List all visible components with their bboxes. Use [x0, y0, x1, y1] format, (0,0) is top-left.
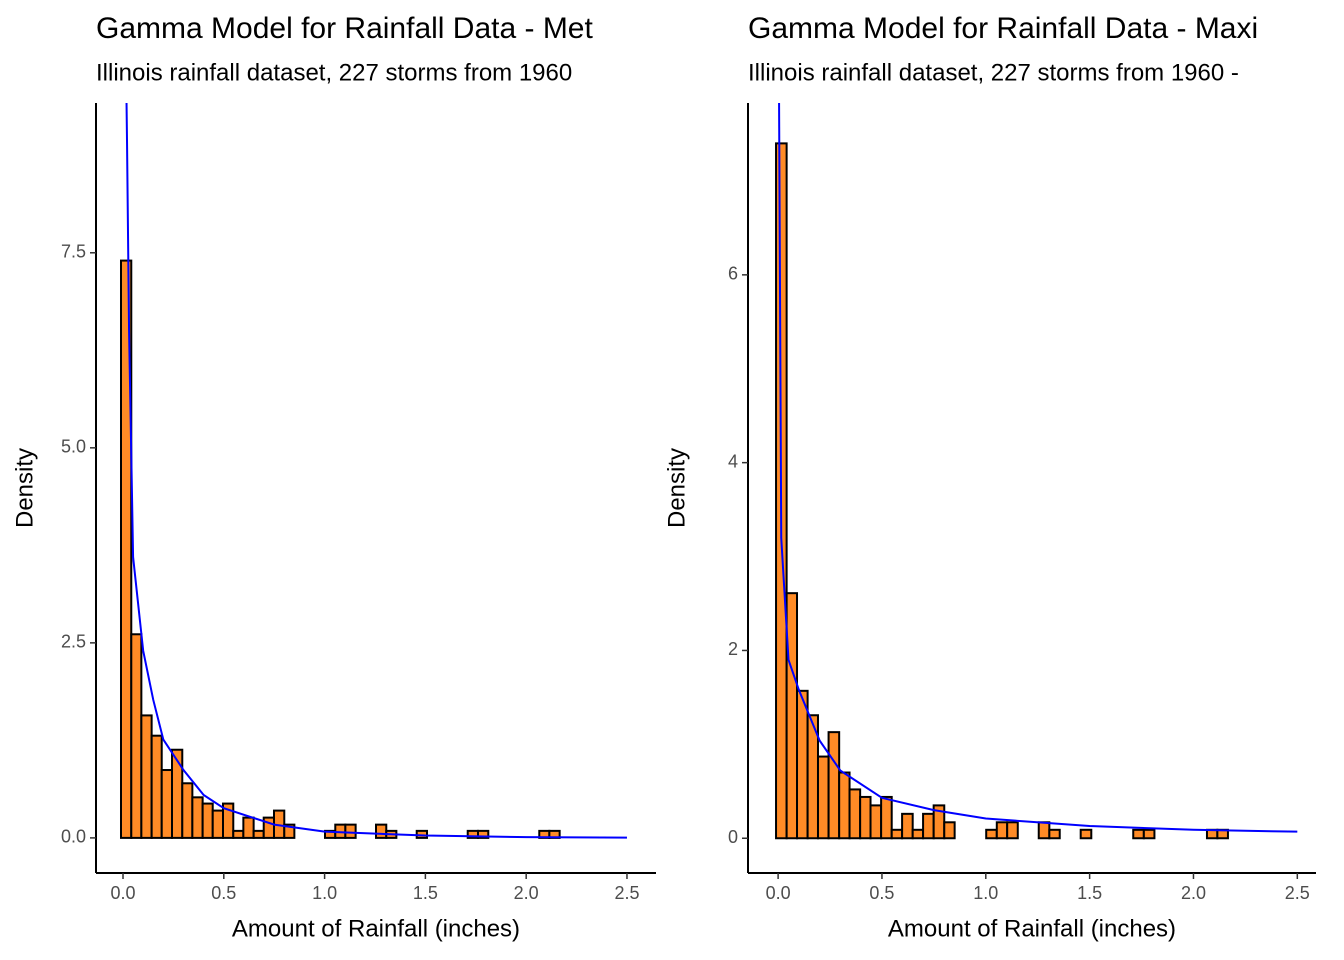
bar — [221, 802, 235, 839]
bar — [140, 714, 153, 839]
bar — [995, 821, 1009, 840]
x-tick-label: 2.5 — [1285, 883, 1310, 903]
x-tick-label: 0.5 — [869, 883, 894, 903]
bar — [232, 829, 245, 839]
chart-subtitle: Illinois rainfall dataset, 227 storms fr… — [96, 59, 572, 86]
x-tick-label: 2.5 — [614, 883, 639, 903]
density-curve — [778, 103, 1298, 833]
bar — [130, 633, 143, 839]
y-tick-label: 0 — [728, 827, 738, 847]
x-axis-title: Amount of Rainfall (inches) — [888, 915, 1176, 942]
chart-title: Gamma Model for Rainfall Data - Maxi — [748, 12, 1258, 45]
plot-area — [775, 103, 1298, 840]
bar — [181, 782, 194, 839]
y-tick-label: 0.0 — [61, 827, 86, 847]
y-tick-label: 4 — [728, 451, 738, 471]
bar — [1132, 828, 1145, 840]
bar — [890, 828, 904, 840]
bar — [150, 734, 163, 839]
bar — [901, 812, 914, 840]
x-tick-label: 0.0 — [766, 883, 791, 903]
bar — [201, 802, 214, 839]
bar — [211, 809, 224, 839]
density-curve — [125, 103, 627, 839]
bar — [869, 804, 883, 840]
x-axis-title: Amount of Rainfall (inches) — [232, 915, 520, 942]
bar — [848, 788, 862, 840]
y-tick-label: 6 — [728, 264, 738, 284]
bar — [1037, 821, 1051, 840]
x-tick-label: 2.0 — [1181, 883, 1206, 903]
bar — [477, 829, 490, 839]
bar — [796, 689, 809, 840]
plot-area — [119, 103, 627, 839]
chart-title: Gamma Model for Rainfall Data - Met — [96, 12, 593, 45]
bar — [1079, 828, 1093, 840]
bar — [170, 748, 184, 839]
bar — [160, 769, 173, 839]
y-tick-label: 2.5 — [61, 632, 86, 652]
bar — [191, 796, 204, 839]
y-axis-title: Density — [663, 448, 690, 528]
bar — [816, 755, 830, 840]
bar — [375, 823, 388, 839]
bar — [1048, 828, 1061, 840]
y-tick-label: 5.0 — [61, 437, 86, 457]
chart-subtitle: Illinois rainfall dataset, 227 storms fr… — [748, 59, 1239, 86]
x-tick-label: 1.0 — [312, 883, 337, 903]
bar — [283, 823, 296, 839]
bar — [880, 795, 893, 840]
bar — [262, 816, 275, 839]
x-tick-label: 1.5 — [1077, 883, 1102, 903]
bar — [911, 828, 925, 840]
x-tick-label: 0.5 — [211, 883, 236, 903]
bar — [838, 771, 851, 840]
x-tick-label: 2.0 — [514, 883, 539, 903]
bar — [242, 816, 255, 839]
bar — [859, 795, 872, 840]
y-tick-label: 7.5 — [61, 242, 86, 262]
bar — [119, 259, 133, 839]
bar — [985, 828, 998, 840]
bar — [827, 731, 841, 840]
bar — [1142, 828, 1156, 840]
bar — [785, 592, 799, 840]
bar — [344, 823, 357, 839]
bar — [252, 829, 265, 839]
x-tick-label: 1.0 — [973, 883, 998, 903]
y-axis-title: Density — [11, 448, 38, 528]
y-tick-label: 2 — [728, 639, 738, 659]
bar — [943, 821, 956, 840]
bar — [1006, 821, 1019, 840]
x-tick-label: 0.0 — [110, 883, 135, 903]
bar — [922, 812, 935, 840]
x-tick-label: 1.5 — [413, 883, 438, 903]
